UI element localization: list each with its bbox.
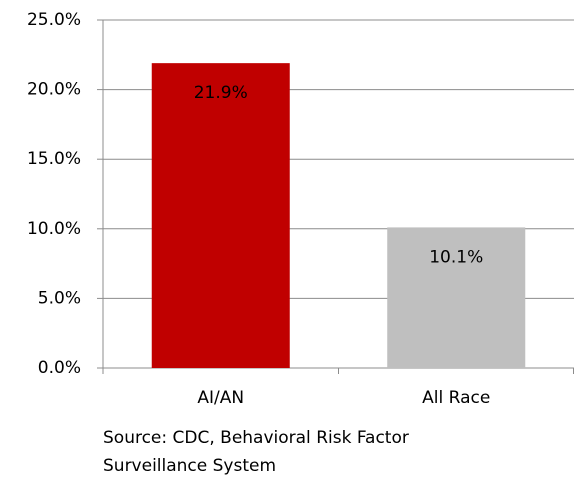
source-line: Source: CDC, Behavioral Risk Factor <box>103 428 409 448</box>
y-tick-label: 5.0% <box>38 288 81 308</box>
y-tick-label: 20.0% <box>27 80 81 100</box>
y-tick-label: 10.0% <box>27 219 81 239</box>
y-tick-label: 0.0% <box>38 358 81 378</box>
data-label: 10.1% <box>429 247 483 267</box>
x-tick-label: All Race <box>422 388 490 408</box>
source-line: Surveillance System <box>103 456 276 476</box>
data-label: 21.9% <box>194 83 248 103</box>
bar <box>387 227 526 368</box>
x-tick-label: AI/AN <box>197 388 244 408</box>
bar <box>151 63 290 368</box>
y-tick-label: 25.0% <box>27 10 81 30</box>
y-tick-label: 15.0% <box>27 149 81 169</box>
